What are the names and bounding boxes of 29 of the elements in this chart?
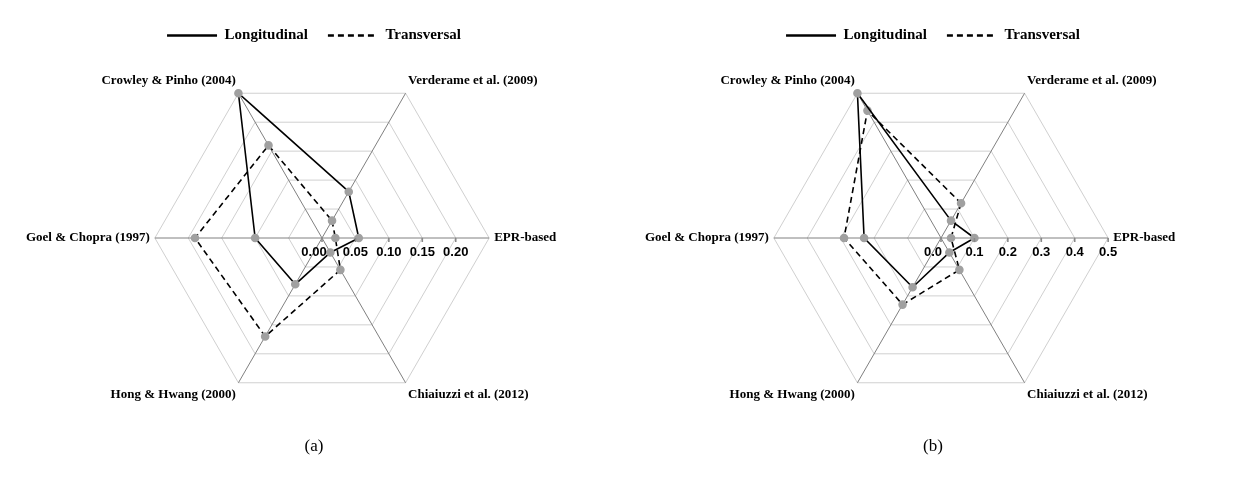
y-tick-label: 0.1 xyxy=(965,244,984,260)
y-tick-label: 0.4 xyxy=(1065,244,1085,260)
legend-label: Transversal xyxy=(385,26,461,43)
y-tick-label: 0.3 xyxy=(1032,244,1051,260)
y-tick-label: 0.05 xyxy=(342,244,369,260)
y-tick-label: 0.0 xyxy=(923,244,943,260)
spoke-label: Hong & Hwang (2000) xyxy=(110,386,236,402)
spoke-label: Crowley & Pinho (2004) xyxy=(720,72,855,88)
spoke-label: Crowley & Pinho (2004) xyxy=(101,72,236,88)
legend-label: Longitudinal xyxy=(224,26,308,43)
legend-label: Transversal xyxy=(1004,26,1080,43)
spoke-label: Hong & Hwang (2000) xyxy=(729,386,855,402)
y-tick-label: 0.2 xyxy=(998,244,1017,260)
spoke-label: EPR-based xyxy=(494,229,558,245)
spoke-label: Goel & Chopra (1997) xyxy=(25,229,150,245)
y-tick-label: 0.15 xyxy=(409,244,435,260)
y-tick-label: 0.00 xyxy=(301,244,327,260)
spoke-label: Chiaiuzzi et al. (2012) xyxy=(1027,386,1148,402)
y-tick-label: 0.20 xyxy=(443,244,469,260)
text: (a) xyxy=(304,436,324,456)
spoke-label: Verderame et al. (2009) xyxy=(408,72,538,88)
y-tick-label: 0.10 xyxy=(376,244,402,260)
spoke-label: Chiaiuzzi et al. (2012) xyxy=(408,386,529,402)
spoke-label: Goel & Chopra (1997) xyxy=(644,229,769,245)
spoke-label: EPR-based xyxy=(1113,229,1177,245)
y-tick-label: 0.5 xyxy=(1099,244,1118,260)
legend-label: Longitudinal xyxy=(843,26,927,43)
text: (b) xyxy=(923,436,943,456)
spoke-label: Verderame et al. (2009) xyxy=(1027,72,1157,88)
